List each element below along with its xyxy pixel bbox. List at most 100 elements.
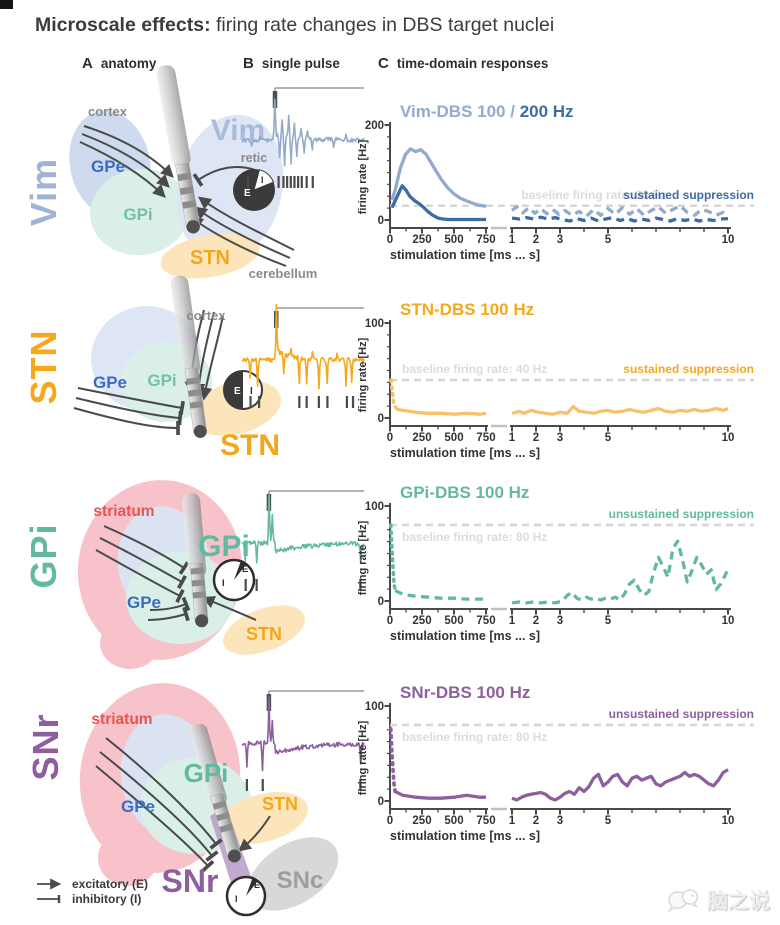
- chart-gpi-dbs: GPi-DBS 100 Hz 100 0 firing rate [Hz] 0 250 50…: [357, 483, 754, 643]
- xtick-ms: 0: [387, 615, 393, 627]
- ei-e-label: E: [254, 880, 260, 890]
- y-axis-label: firing rate [Hz]: [357, 520, 369, 595]
- xtick-s: 2: [533, 234, 539, 246]
- ei-i-label: I: [235, 894, 238, 904]
- xtick-ms: 500: [444, 432, 463, 444]
- xtick-s: 3: [557, 815, 563, 827]
- series-line: [394, 589, 486, 601]
- ei-pie: E I: [223, 370, 263, 410]
- inhibitory-tbar-icon: [37, 894, 61, 903]
- xtick-ms: 250: [412, 234, 431, 246]
- anatomy-stn: E I cortex GPe GPi STN: [73, 275, 281, 462]
- series-line: [389, 378, 396, 408]
- xtick-s: 3: [557, 615, 563, 627]
- xtick-s: 1: [509, 615, 516, 627]
- label-stn: STN: [246, 624, 282, 644]
- xtick-s: 1: [509, 815, 516, 827]
- ytick-zero: 0: [378, 596, 384, 608]
- dbs-electrode: [156, 65, 201, 234]
- label-snc: SNc: [277, 867, 324, 894]
- ei-e-label: E: [242, 564, 248, 575]
- label-snr: SNr: [162, 863, 219, 899]
- xtick-ms: 0: [387, 432, 393, 444]
- corner-artifact: [0, 0, 13, 9]
- pulse-trace: [241, 494, 365, 564]
- legend-inhibitory-label: inhibitory (I): [72, 891, 142, 906]
- x-axis-label: stimulation time [ms ... s]: [390, 629, 540, 643]
- xtick-ms: 250: [412, 815, 431, 827]
- ei-e-label: E: [234, 386, 241, 397]
- xtick-s: 10: [722, 234, 735, 246]
- ei-pie: E I: [212, 558, 256, 602]
- single-pulse-vim: [241, 87, 365, 188]
- series-line: [511, 539, 730, 605]
- ei-pie: E I: [225, 875, 267, 917]
- ytick-zero: 0: [378, 215, 384, 227]
- xtick-s: 5: [605, 432, 612, 444]
- label-striatum: striatum: [91, 711, 152, 728]
- x-axis-label: stimulation time [ms ... s]: [390, 829, 540, 843]
- ytick-max: 100: [365, 701, 384, 713]
- ei-i-label: I: [261, 175, 264, 185]
- watermark-text: 脑之说: [707, 890, 770, 913]
- afferent-arrows: [95, 525, 257, 622]
- label-gpi: GPi: [184, 758, 229, 788]
- stn-blob: [222, 605, 306, 655]
- chart-title: SNr-DBS 100 Hz: [400, 683, 530, 702]
- xtick-ms: 750: [476, 432, 495, 444]
- series-line: [388, 523, 397, 593]
- ytick-max: 100: [365, 318, 384, 330]
- series-line: [392, 404, 487, 416]
- label-gpe: GPe: [127, 593, 161, 612]
- label-cortex: cortex: [88, 104, 128, 119]
- xtick-ms: 500: [444, 615, 463, 627]
- legend-inhibitory: inhibitory (I): [36, 891, 148, 906]
- ei-e-label: E: [244, 188, 251, 199]
- baseline-label: baseline firing rate: 80 Hz: [402, 530, 547, 544]
- ei-pie: E I: [233, 169, 275, 211]
- dbs-electrode: [182, 493, 209, 628]
- xtick-ms: 0: [387, 815, 393, 827]
- xtick-ms: 250: [412, 615, 431, 627]
- label-gpe: GPe: [93, 373, 127, 392]
- figure-title-bold: Microscale effects:: [35, 14, 211, 36]
- label-gpe: GPe: [91, 157, 125, 176]
- label-gpi: GPi: [147, 371, 176, 390]
- afferent-arrows: [95, 737, 271, 873]
- label-gpe: GPe: [121, 797, 155, 816]
- column-letter-b: B: [243, 55, 254, 72]
- column-label-anatomy: anatomy: [100, 56, 157, 71]
- anatomy-gpi: E I striatum GPe GPi STN: [77, 480, 306, 669]
- striatum-lobe: [98, 830, 158, 886]
- baseline-label: baseline firing rate: 30 Hz: [521, 188, 666, 202]
- label-stn: STN: [220, 429, 280, 462]
- label-cerebellum: cerebellum: [249, 266, 318, 281]
- chart-content: STN-DBS 100 Hz 100 0 firing rate [Hz] 0 250 50…: [357, 300, 754, 460]
- chart-title: STN-DBS 100 Hz: [400, 300, 534, 319]
- figure-title-rest: firing rate changes in DBS target nuclei: [210, 14, 555, 36]
- suppression-annotation: sustained suppression: [623, 188, 754, 202]
- xtick-s: 2: [533, 432, 539, 444]
- xtick-s: 10: [722, 815, 735, 827]
- series-line: [511, 215, 729, 223]
- series-line: [390, 147, 487, 208]
- y-axis-label: firing rate [Hz]: [357, 337, 369, 412]
- label-gpi: GPi: [198, 530, 250, 563]
- ytick-max: 100: [365, 501, 384, 513]
- series-line: [390, 184, 486, 222]
- chart-content: SNr-DBS 100 Hz 100 0 firing rate [Hz] 0 250 50…: [357, 683, 754, 843]
- chart-stn-dbs: STN-DBS 100 Hz 100 0 firing rate [Hz] 0 250 50…: [357, 300, 754, 460]
- label-retic: retic: [241, 151, 267, 165]
- chart-snr-dbs: SNr-DBS 100 Hz 100 0 firing rate [Hz] 0 250 50…: [357, 683, 754, 843]
- single-pulse-stn: [241, 304, 365, 408]
- xtick-ms: 750: [476, 815, 495, 827]
- xtick-s: 3: [557, 234, 563, 246]
- chart-title: GPi-DBS 100 Hz: [400, 483, 529, 502]
- xtick-s: 5: [605, 815, 612, 827]
- column-label-single-pulse: single pulse: [261, 56, 340, 71]
- chart-title: Vim-DBS 100 / 200 Hz: [400, 102, 574, 121]
- chart-content: Vim-DBS 100 / 200 Hz 200 0 firing rate [Hz]…: [357, 102, 754, 262]
- ytick-zero: 0: [378, 796, 384, 808]
- label-striatum: striatum: [93, 503, 154, 520]
